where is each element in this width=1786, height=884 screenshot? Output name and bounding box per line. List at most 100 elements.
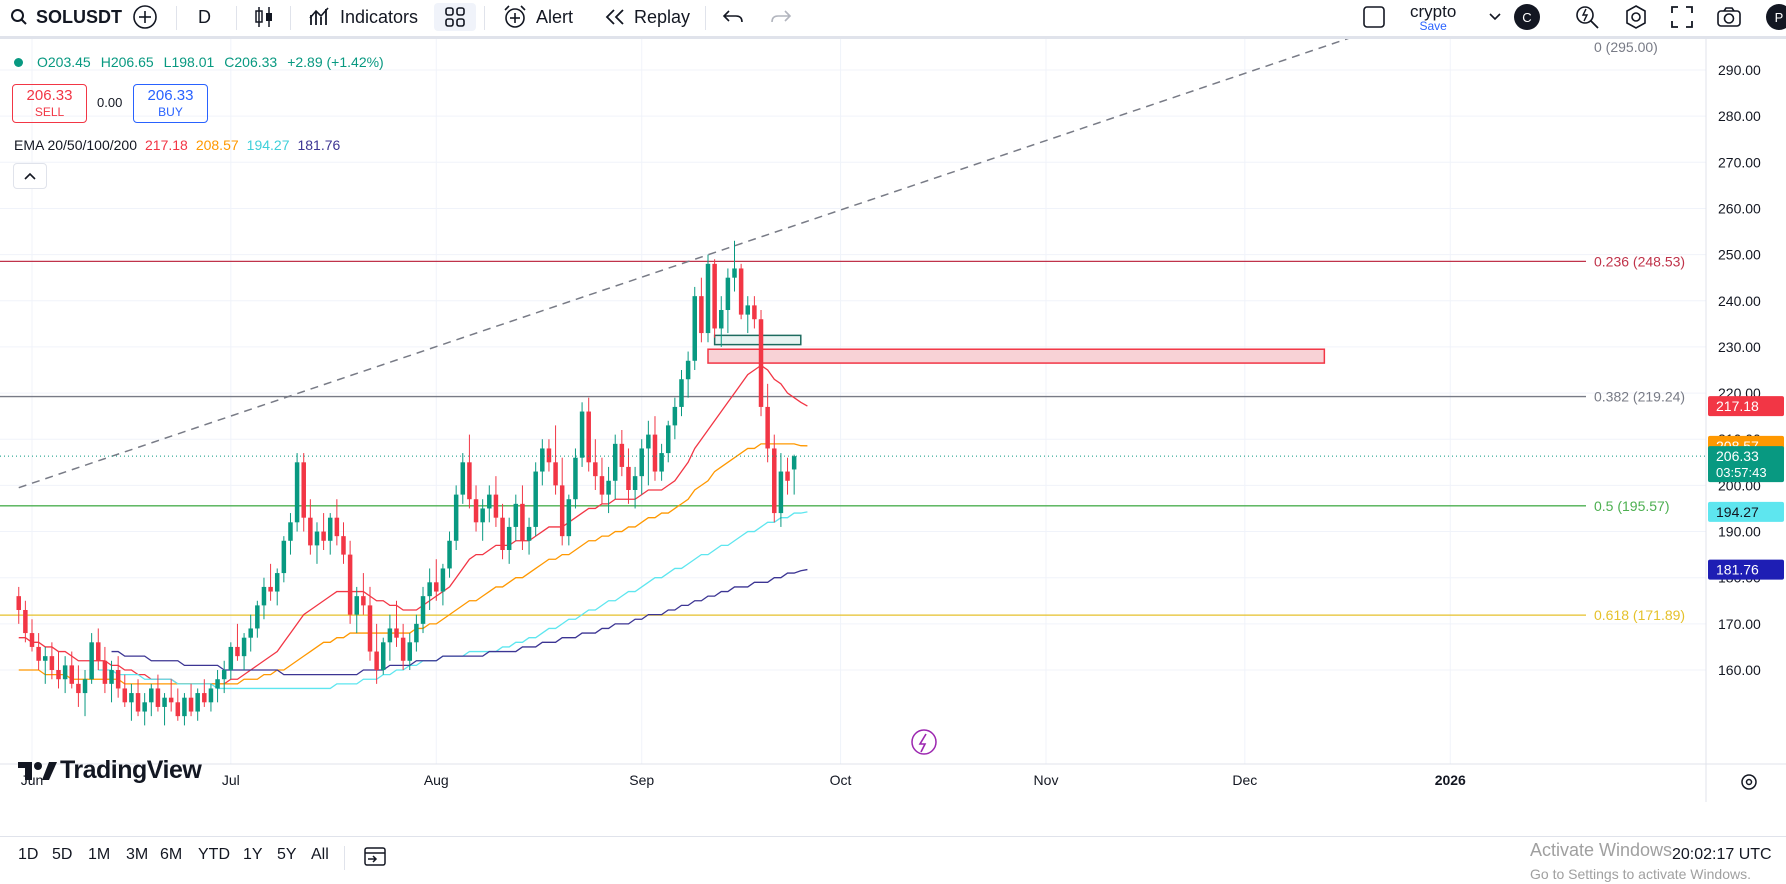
undo-button[interactable] bbox=[722, 0, 744, 34]
alarm-clock-icon bbox=[504, 5, 526, 28]
y-tick-label: 290.00 bbox=[1718, 62, 1761, 78]
candle-body bbox=[480, 508, 485, 523]
symbol-search[interactable]: SOLUSDT bbox=[10, 0, 122, 34]
layouts-button[interactable] bbox=[434, 3, 476, 31]
range-1y[interactable]: 1Y bbox=[243, 846, 263, 863]
candle-body bbox=[142, 702, 147, 712]
economic-event-marker[interactable] bbox=[911, 729, 937, 755]
collapse-legend-button[interactable] bbox=[13, 163, 47, 189]
range-1d[interactable]: 1D bbox=[18, 846, 39, 863]
candle-body bbox=[434, 582, 439, 592]
quick-search-button[interactable] bbox=[1574, 0, 1600, 34]
interval-button[interactable]: D bbox=[198, 0, 211, 34]
buy-button[interactable]: 206.33 BUY bbox=[133, 84, 208, 123]
square-icon bbox=[1363, 6, 1385, 28]
fib-level-label: 0.236 (248.53) bbox=[1594, 253, 1685, 269]
sell-button[interactable]: 206.33 SELL bbox=[12, 84, 87, 123]
supply-zone[interactable] bbox=[707, 348, 1326, 364]
candle-body bbox=[149, 688, 154, 703]
range-ytd[interactable]: YTD bbox=[198, 846, 230, 863]
candle-body bbox=[732, 268, 737, 278]
candle-body bbox=[566, 499, 572, 537]
compare-symbol-button[interactable] bbox=[132, 0, 158, 34]
alert-button[interactable]: Alert bbox=[502, 0, 573, 34]
ohlc-open: O203.45 bbox=[37, 54, 91, 70]
x-tick-label: Jul bbox=[222, 772, 240, 788]
demand-box[interactable] bbox=[713, 334, 802, 346]
chart-type-button[interactable] bbox=[253, 0, 275, 34]
candle-body bbox=[427, 582, 432, 597]
candle-body bbox=[294, 462, 300, 523]
candle-body bbox=[301, 462, 306, 518]
divider bbox=[176, 6, 177, 30]
candle-body bbox=[606, 480, 611, 495]
x-tick-label: 2026 bbox=[1435, 772, 1466, 788]
market-status-dot bbox=[14, 57, 23, 67]
trendline[interactable] bbox=[18, 39, 1364, 489]
candle-body bbox=[49, 656, 55, 670]
redo-button[interactable] bbox=[770, 0, 792, 34]
candle-body bbox=[672, 406, 678, 426]
activation-watermark-sub: Go to Settings to activate Windows. bbox=[1530, 866, 1751, 882]
candle-body bbox=[632, 476, 638, 490]
x-tick-label: Dec bbox=[1232, 772, 1257, 788]
range-1m[interactable]: 1M bbox=[88, 846, 111, 863]
candle-body bbox=[765, 406, 770, 449]
candle-body bbox=[182, 697, 187, 717]
divider bbox=[484, 6, 485, 30]
ema-line-ema20[interactable] bbox=[18, 364, 808, 685]
candle-body bbox=[725, 277, 731, 310]
range-all[interactable]: All bbox=[311, 846, 329, 863]
candle-body bbox=[772, 448, 777, 514]
ema50-value: 208.57 bbox=[195, 137, 239, 153]
camera-icon bbox=[1717, 7, 1741, 27]
divider bbox=[705, 6, 706, 30]
indicators-button[interactable]: Indicators bbox=[308, 0, 418, 34]
ema-line-ema50[interactable] bbox=[18, 443, 808, 685]
candle-body bbox=[168, 697, 174, 703]
settings-button[interactable] bbox=[1623, 0, 1649, 34]
range-3m[interactable]: 3M bbox=[126, 846, 149, 863]
profile-button[interactable]: P bbox=[1766, 0, 1786, 34]
snapshot-button[interactable] bbox=[1716, 0, 1742, 34]
fullscreen-button[interactable] bbox=[1670, 0, 1694, 34]
candle-body bbox=[752, 305, 757, 320]
search-flash-icon bbox=[1576, 6, 1599, 29]
candle-body bbox=[361, 596, 366, 606]
bottom-toolbar bbox=[0, 836, 1786, 884]
avatar: C bbox=[1514, 4, 1540, 30]
ema-legend[interactable]: EMA 20/50/100/200 217.18 208.57 194.27 1… bbox=[14, 137, 340, 153]
sell-label: SELL bbox=[34, 105, 65, 119]
countdown-label: 03:57:43 bbox=[1716, 465, 1767, 480]
alert-label: Alert bbox=[536, 6, 574, 27]
ema-line-ema200[interactable] bbox=[111, 568, 808, 676]
candle-body bbox=[400, 637, 406, 661]
goto-date-button[interactable] bbox=[362, 844, 388, 873]
sell-price: 206.33 bbox=[26, 87, 73, 104]
range-5d[interactable]: 5D bbox=[52, 846, 73, 863]
layout-toggle-button[interactable] bbox=[1362, 0, 1386, 34]
candle-body bbox=[334, 517, 340, 537]
y-tick-label: 230.00 bbox=[1718, 339, 1761, 355]
axis-settings-icon[interactable] bbox=[1741, 774, 1757, 790]
range-6m[interactable]: 6M bbox=[160, 846, 183, 863]
tradingview-logo[interactable]: TradingView bbox=[16, 756, 202, 785]
price-chart[interactable]: 0 (295.00) 0.236 (248.53) 0.382 (219.24) 0.… bbox=[0, 39, 1786, 802]
candle-body bbox=[659, 453, 664, 472]
account-avatar[interactable]: C bbox=[1514, 0, 1540, 34]
candle-body bbox=[573, 457, 578, 500]
layout-name-button[interactable]: crypto Save bbox=[1410, 0, 1456, 34]
candle-body bbox=[195, 693, 200, 712]
y-tick-label: 280.00 bbox=[1718, 108, 1761, 124]
clock-label[interactable]: 20:02:17 UTC bbox=[1672, 846, 1772, 863]
range-5y[interactable]: 5Y bbox=[277, 846, 297, 863]
candle-body bbox=[453, 494, 459, 541]
layout-menu-button[interactable] bbox=[1488, 0, 1502, 34]
divider bbox=[290, 6, 291, 30]
replay-button[interactable]: Replay bbox=[604, 0, 690, 34]
candle-body bbox=[23, 610, 28, 634]
candle-body bbox=[308, 517, 313, 546]
top-toolbar: SOLUSDT D Indicators Alert Replay crypto… bbox=[0, 0, 1786, 39]
candle-body bbox=[440, 568, 446, 592]
y-tick-label: 270.00 bbox=[1718, 154, 1761, 170]
